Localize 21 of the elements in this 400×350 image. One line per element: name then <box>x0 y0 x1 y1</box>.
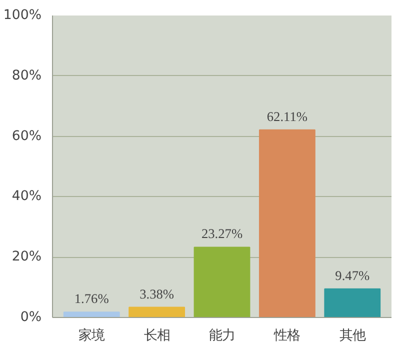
x-tick-label: 性格 <box>273 328 300 344</box>
bar <box>324 288 381 318</box>
y-tick-label: 100% <box>3 8 42 23</box>
y-tick-label: 60% <box>12 128 42 144</box>
data-label: 62.11% <box>266 108 308 124</box>
x-tick-label: 其他 <box>339 328 366 344</box>
y-tick-label: 0% <box>20 310 42 325</box>
x-tick-label: 能力 <box>209 328 235 344</box>
y-tick-label: 20% <box>12 250 42 265</box>
bar <box>194 246 250 318</box>
data-label: 23.27% <box>201 226 243 242</box>
data-label: 9.47% <box>335 268 370 283</box>
bar <box>63 312 120 318</box>
x-tick-label: 长相 <box>144 328 170 344</box>
y-tick-label: 40% <box>12 189 42 204</box>
bar <box>128 306 186 318</box>
data-label: 1.76% <box>74 291 109 306</box>
x-tick-label: 家境 <box>78 328 105 344</box>
data-label: 3.38% <box>140 286 174 302</box>
y-tick-label: 80% <box>12 68 42 84</box>
bar <box>258 129 316 318</box>
